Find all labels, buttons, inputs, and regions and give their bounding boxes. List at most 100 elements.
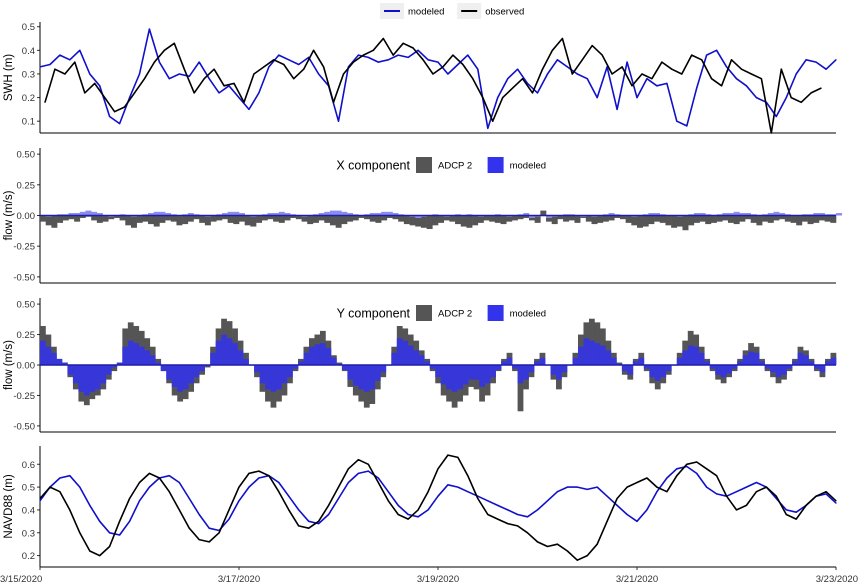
point-observed: [616, 497, 618, 500]
bar-modeled: [292, 365, 299, 369]
bar-modeled: [605, 350, 612, 365]
point-observed: [447, 454, 449, 456]
bar-modeled: [144, 350, 151, 365]
point-modeled: [467, 54, 469, 56]
legend-title: X component: [336, 159, 410, 173]
point-observed: [39, 497, 41, 500]
point-observed: [238, 486, 240, 488]
bar-modeled: [803, 355, 809, 365]
bar-adcp2: [602, 215, 609, 222]
bar-modeled: [314, 344, 321, 365]
bar-modeled: [233, 211, 240, 216]
point-observed: [432, 73, 434, 75]
bar-adcp2: [500, 215, 507, 225]
point-observed: [377, 481, 379, 484]
bar-adcp2: [381, 215, 388, 221]
point-observed: [357, 459, 359, 461]
point-observed: [99, 554, 101, 557]
bar-adcp2: [125, 215, 132, 226]
bar-adcp2: [187, 215, 194, 222]
bar-modeled: [709, 365, 716, 369]
panel-1: SWH (m) 0.1 0.2 0.3 0.4 0.5 modeled observed: [3, 3, 837, 134]
bar-adcp2: [261, 215, 268, 221]
point-modeled: [427, 59, 429, 61]
bar-adcp2: [693, 215, 700, 223]
point-modeled: [616, 504, 618, 506]
point-modeled: [656, 491, 658, 493]
point-modeled: [735, 78, 738, 80]
legend-label: ADCP 2: [438, 161, 472, 172]
bar-modeled: [381, 211, 388, 216]
bar-modeled: [61, 362, 68, 365]
bar-modeled: [693, 213, 700, 216]
point-modeled: [397, 504, 399, 506]
bar-modeled: [166, 365, 173, 380]
bar-adcp2: [256, 215, 263, 223]
y-tick-label: 0.6: [22, 460, 35, 471]
point-modeled: [377, 477, 379, 479]
x-tick-label: 3/19/2020: [417, 574, 459, 583]
point-modeled: [676, 468, 678, 470]
bar-modeled: [210, 352, 216, 365]
point-observed: [462, 63, 464, 66]
point-observed: [730, 59, 733, 61]
point-observed: [69, 509, 71, 511]
point-modeled: [805, 59, 807, 61]
bar-modeled: [100, 365, 107, 384]
point-observed: [54, 68, 56, 70]
bar-modeled: [435, 365, 442, 378]
bar-modeled: [375, 213, 382, 216]
point-modeled: [536, 92, 539, 94]
bar-adcp2: [659, 215, 666, 223]
point-observed: [268, 475, 270, 477]
bar-modeled: [160, 365, 167, 372]
bar-modeled: [330, 357, 337, 365]
bar-modeled: [654, 365, 661, 381]
point-observed: [183, 68, 185, 70]
point-modeled: [99, 85, 101, 87]
bar-modeled: [836, 213, 842, 216]
point-observed: [163, 49, 165, 51]
bar-adcp2: [824, 215, 831, 222]
bar-modeled: [254, 365, 260, 373]
bar-adcp2: [318, 215, 325, 221]
legend-title: Y component: [337, 307, 411, 321]
bar-modeled: [193, 365, 200, 378]
bar-adcp2: [307, 215, 314, 225]
point-observed: [502, 96, 504, 99]
y-tick-label: -0.50: [13, 272, 35, 283]
bar-modeled: [745, 213, 752, 216]
legend-label: modeled: [510, 161, 546, 172]
point-modeled: [59, 54, 61, 56]
point-modeled: [119, 534, 121, 536]
bar-modeled: [369, 365, 376, 390]
bar-modeled: [506, 357, 513, 365]
bar-modeled: [720, 365, 727, 378]
point-observed: [114, 111, 116, 113]
point-modeled: [646, 509, 648, 511]
point-modeled: [447, 73, 449, 75]
bar-modeled: [68, 213, 75, 216]
point-observed: [621, 66, 623, 68]
point-observed: [661, 61, 663, 63]
bar-modeled: [221, 334, 227, 365]
bar-adcp2: [745, 215, 752, 220]
bar-adcp2: [239, 215, 245, 222]
point-modeled: [148, 28, 151, 30]
legend-key-ADCP-2: [416, 157, 432, 173]
x-tick-label: 3/17/2020: [218, 574, 260, 583]
bar-modeled: [182, 365, 189, 390]
point-modeled: [795, 73, 797, 75]
point-observed: [158, 477, 160, 479]
point-observed: [382, 37, 384, 40]
point-modeled: [357, 54, 359, 56]
bar-modeled: [781, 365, 787, 375]
y-tick-label: 0.1: [22, 117, 35, 128]
bar-adcp2: [574, 215, 581, 223]
bar-adcp2: [671, 215, 678, 228]
point-observed: [492, 120, 494, 122]
y-tick-label: 0.25: [17, 330, 36, 341]
bar-modeled: [413, 350, 420, 365]
bar-modeled: [731, 365, 738, 369]
point-observed: [656, 486, 658, 488]
